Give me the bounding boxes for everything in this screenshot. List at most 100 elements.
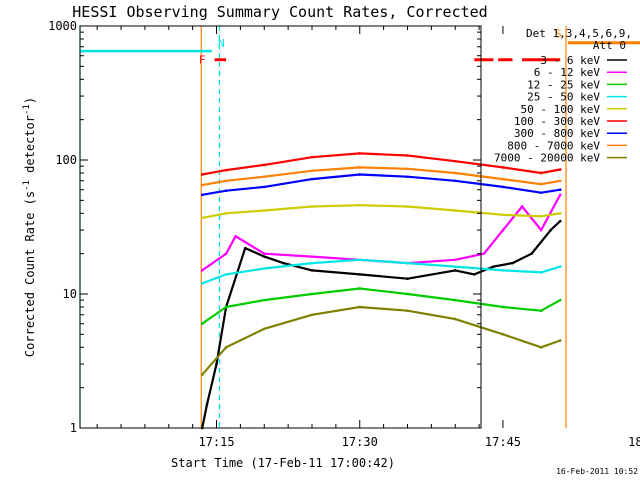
series-line-2 [201,287,561,325]
series-3-point-0 [200,282,204,285]
series-8-point-8 [539,346,543,349]
series-6-point-4 [358,173,362,176]
series-0-point-16 [558,219,562,223]
series-5-point-0 [200,173,204,176]
series-3-point-5 [406,261,409,265]
legend-label-4: 50 - 100 keV [521,103,601,116]
legend-label-5: 100 - 300 keV [514,115,600,128]
series-8-point-7 [501,333,505,336]
annotation-s: S [555,28,562,41]
series-8-point-9 [558,339,562,342]
legend-header-attenuator: Att 0 [593,39,626,52]
series-0-point-15 [549,228,552,232]
legend-header-detectors: Det 1,3,4,5,6,9, [526,27,632,40]
legend-label-7: 800 - 7000 keV [507,139,600,152]
series-7-point-8 [539,182,543,186]
series-1-point-3 [262,252,266,255]
series-4-point-8 [539,215,543,218]
series-3-point-7 [501,269,505,272]
series-1-point-12 [558,193,562,197]
series-6-point-3 [310,177,314,181]
x-axis-label: Start Time (17-Feb-11 17:00:42) [171,456,395,470]
series-0-point-1 [205,403,209,406]
series-4-point-5 [406,205,409,208]
legend-label-6: 300 - 800 keV [514,127,600,140]
series-5-point-9 [558,168,562,171]
series-7-point-6 [453,171,457,175]
series-2-point-1 [224,305,228,309]
series-4-point-4 [358,203,362,207]
series-6-point-5 [406,175,409,179]
series-7-point-0 [200,183,204,187]
series-6-point-1 [224,189,228,193]
series-7-point-4 [358,166,362,169]
series-1-point-10 [520,205,524,208]
legend-label-8: 7000 - 20000 keV [494,152,600,165]
series-0-point-2 [215,362,218,366]
legend-label-0: 3 - 6 keV [540,54,600,67]
series-1-point-0 [200,269,204,272]
series-3-point-2 [262,267,266,270]
series-2-point-7 [501,305,505,309]
series-line-7 [202,166,561,187]
series-7-point-5 [406,167,409,171]
series-8-point-1 [224,346,228,349]
series-0-point-13 [511,261,514,265]
series-line-0 [201,220,561,429]
series-1-point-4 [310,255,314,258]
series-1-point-11 [539,228,543,232]
y-tick-label: 10 [63,287,77,301]
annotation-n: N [218,37,225,50]
series-1-point-7 [453,258,457,262]
annotation-f: F [199,54,206,67]
series-0-point-6 [282,261,285,265]
series-2-point-3 [310,292,314,296]
series-7-point-9 [558,179,562,183]
legend-label-3: 25 - 50 keV [527,91,600,104]
footer-timestamp: 16-Feb-2011 10:52 [556,467,638,476]
series-6-point-7 [501,185,505,189]
series-2-point-0 [200,322,204,326]
series-5-point-1 [224,168,228,172]
series-1-point-1 [224,252,228,255]
series-8-point-0 [200,373,204,376]
series-line-5 [202,152,561,176]
y-tick-label: 1000 [48,19,77,33]
series-4-point-0 [200,216,204,220]
series-4-point-6 [453,209,457,212]
series-6-point-8 [539,191,543,195]
series-6-point-6 [453,179,457,183]
series-5-point-4 [358,152,362,155]
series-3-point-9 [558,265,562,268]
series-2-point-8 [539,309,543,313]
plot-frame [79,25,482,429]
x-tick-label: 17:45 [485,435,521,449]
series-2-point-6 [453,298,457,302]
series-5-point-5 [406,154,409,157]
series-0-point-10 [453,269,457,272]
legend-label-2: 12 - 25 keV [527,78,600,91]
series-2-point-4 [358,287,362,290]
series-0-point-11 [473,273,476,276]
series-7-point-1 [224,179,228,183]
series-7-point-7 [501,177,505,181]
series-6-point-2 [262,185,266,189]
series-8-point-5 [406,309,409,313]
series-1-point-8 [482,252,486,255]
series-3-point-6 [453,265,457,268]
series-2-point-9 [558,298,562,302]
series-3-point-3 [310,261,314,265]
series-0-point-4 [243,246,247,250]
series-0-point-14 [530,252,533,255]
plot-area: NF S [79,26,640,430]
series-0-point-9 [406,277,409,281]
series-3-point-8 [539,271,543,274]
series-2-point-2 [262,298,266,302]
y-axis-label: Corrected Count Rate (s-1 detector-1) [22,97,37,357]
series-6-point-9 [558,188,562,192]
series-5-point-8 [539,171,543,175]
y-tick-label: 100 [55,153,77,167]
series-5-point-7 [501,166,505,169]
